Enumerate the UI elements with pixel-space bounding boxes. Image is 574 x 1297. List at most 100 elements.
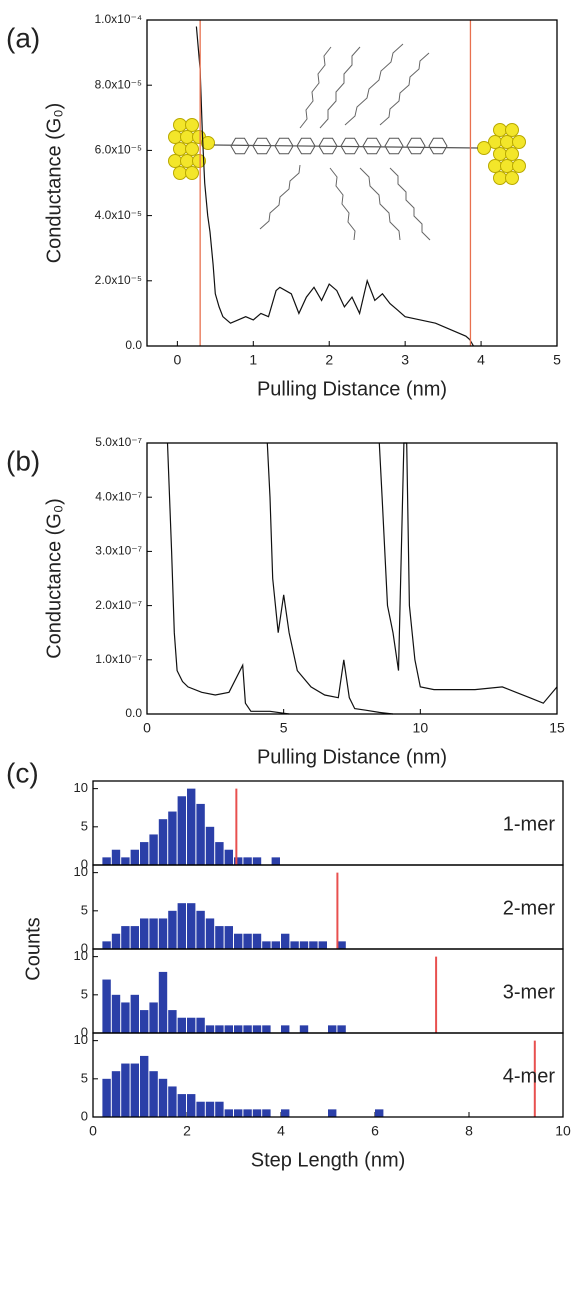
ring [274,137,294,155]
hist-bar [252,1025,262,1033]
hist-bar [187,788,196,865]
hist-bar [111,1071,121,1117]
y-axis-title: Counts [22,917,44,980]
panel-label: (b) [6,445,40,476]
hist-bar [121,1002,130,1033]
x-tick-label: 15 [549,720,565,736]
gold-atom [180,130,194,144]
hist-bar [318,941,327,949]
gold-atom [488,159,502,173]
hist-bar [224,1025,233,1033]
gold-atom [192,154,206,168]
x-axis-title: Pulling Distance (nm) [257,746,447,768]
gold-atom [512,159,526,173]
y-tick-label: 5 [81,986,88,1001]
gold-atom [185,142,199,156]
hist-bar [243,1025,252,1033]
x-tick-label: 8 [465,1123,473,1139]
series-label: 3-mer [503,981,556,1003]
hist-bar [158,819,168,865]
x-tick-label: 3 [401,352,409,368]
y-tick-label: 10 [74,948,88,963]
x-tick-label: 2 [325,352,333,368]
alkyl-chain [359,167,401,241]
hist-bar [234,1025,243,1033]
alkyl-chain [329,167,356,241]
hist-bar [205,1101,215,1117]
hist-bar [196,803,205,865]
molecule-inset [168,43,526,241]
hist-bar [262,941,271,949]
hist-bar [299,941,309,949]
y-tick-label: 2.0x10⁻⁵ [95,273,142,287]
alkyl-chain [259,164,301,230]
y-tick-label: 1.0x10⁻⁷ [95,652,142,666]
hist-bar [215,1101,224,1117]
y-tick-label: 3.0x10⁻⁷ [95,544,142,558]
x-tick-label: 10 [555,1123,571,1139]
x-tick-label: 4 [277,1123,285,1139]
hist-bar [168,811,177,865]
hist-bar [149,834,158,865]
plot-frame [146,19,558,347]
panel-label: (a) [6,22,40,53]
alkyl-chain [344,43,404,126]
hist-bar [187,1017,196,1033]
y-tick-label: 4.0x10⁻⁵ [95,208,142,222]
hist-bar [111,994,121,1033]
ring [362,137,382,155]
alkyl-chain [319,46,361,129]
hist-bar [140,1010,149,1033]
alkyl-chain [379,52,430,126]
x-tick-label: 6 [371,1123,379,1139]
ring [384,137,404,155]
backbone [213,144,479,149]
y-tick-label: 10 [74,864,88,879]
y-tick-label: 4.0x10⁻⁷ [95,489,142,503]
y-tick-label: 0.0 [125,338,142,352]
ring [340,137,360,155]
hist-bar [252,933,262,949]
gold-atom [505,171,519,185]
hist-bar [243,933,252,949]
trace [166,442,290,715]
hist-bar [271,941,280,949]
hist-bar [271,857,280,865]
x-tick-label: 0 [173,352,181,368]
hist-bar [177,903,186,949]
hist-bar [149,1071,158,1117]
hist-bar [196,910,205,949]
gold-atom [180,154,194,168]
hist-bar [130,1063,139,1117]
x-tick-label: 5 [553,352,561,368]
hist-bar [111,933,121,949]
hist-bar [328,1109,337,1117]
ring [428,137,448,155]
y-tick-label: 10 [74,780,88,795]
x-tick-label: 0 [143,720,151,736]
hist-bar [121,1063,130,1117]
hist-bar [281,1109,290,1117]
y-tick-label: 10 [74,1032,88,1047]
y-tick-label: 5 [81,818,88,833]
ring [296,137,316,155]
hist-bar [140,1055,149,1117]
gold-atom [168,130,182,144]
trace [195,26,475,347]
x-tick-label: 10 [413,720,429,736]
hist-bar [281,1025,290,1033]
hist-bar [375,1109,384,1117]
gold-atom [185,118,199,132]
y-tick-label: 0 [81,856,88,871]
hist-bar [102,941,111,949]
panel-label: (c) [6,757,39,788]
plot-frame [146,442,558,715]
hist-bar [224,1109,233,1117]
gold-atom [168,154,182,168]
y-tick-label: 2.0x10⁻⁷ [95,598,142,612]
hist-bar [158,971,168,1033]
plot-frame [92,1032,564,1118]
hist-bar [243,857,252,865]
y-tick-label: 5 [81,1070,88,1085]
hist-bar [224,849,233,865]
